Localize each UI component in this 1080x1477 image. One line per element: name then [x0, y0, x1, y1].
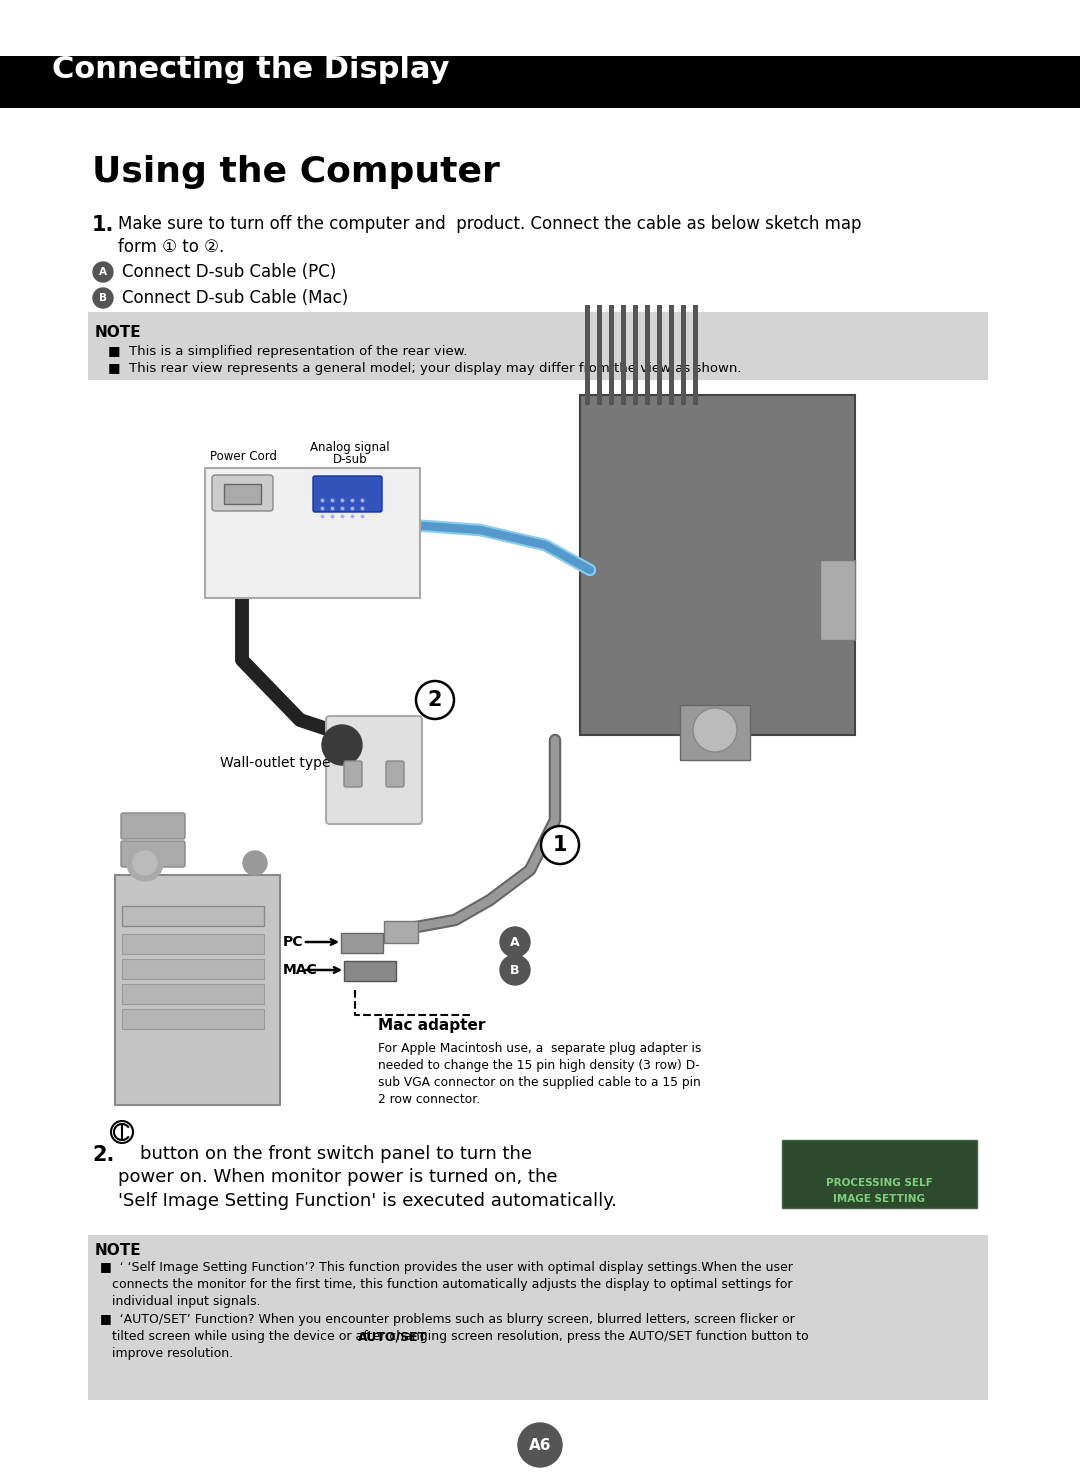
Text: 'Self Image Setting Function' is executed automatically.: 'Self Image Setting Function' is execute…	[118, 1192, 617, 1210]
Text: 2.: 2.	[92, 1145, 114, 1165]
Text: IMAGE SETTING: IMAGE SETTING	[833, 1193, 924, 1204]
Text: B: B	[510, 963, 519, 976]
FancyBboxPatch shape	[0, 56, 1080, 108]
FancyBboxPatch shape	[669, 304, 674, 405]
Circle shape	[541, 826, 579, 864]
Circle shape	[111, 1121, 133, 1143]
Text: button on the front switch panel to turn the: button on the front switch panel to turn…	[140, 1145, 532, 1162]
FancyBboxPatch shape	[386, 761, 404, 787]
Text: PC: PC	[283, 935, 303, 950]
Text: For Apple Macintosh use, a  separate plug adapter is: For Apple Macintosh use, a separate plug…	[378, 1041, 701, 1055]
FancyBboxPatch shape	[384, 922, 418, 942]
FancyBboxPatch shape	[87, 1235, 988, 1400]
Text: A: A	[510, 935, 519, 948]
Text: sub VGA connector on the supplied cable to a 15 pin: sub VGA connector on the supplied cable …	[378, 1077, 701, 1089]
Text: needed to change the 15 pin high density (3 row) D-: needed to change the 15 pin high density…	[378, 1059, 700, 1072]
Text: Connect D-sub Cable (PC): Connect D-sub Cable (PC)	[122, 263, 336, 281]
FancyBboxPatch shape	[657, 304, 662, 405]
FancyBboxPatch shape	[633, 304, 638, 405]
FancyBboxPatch shape	[820, 560, 855, 640]
Text: B: B	[99, 292, 107, 303]
FancyBboxPatch shape	[681, 304, 686, 405]
FancyBboxPatch shape	[345, 761, 362, 787]
Circle shape	[500, 928, 530, 957]
Circle shape	[500, 956, 530, 985]
FancyBboxPatch shape	[341, 933, 383, 953]
Text: 2 row connector.: 2 row connector.	[378, 1093, 481, 1106]
Text: tilted screen while using the device or after changing screen resolution, press : tilted screen while using the device or …	[100, 1329, 809, 1343]
FancyBboxPatch shape	[313, 476, 382, 513]
Text: Make sure to turn off the computer and  product. Connect the cable as below sket: Make sure to turn off the computer and p…	[118, 216, 862, 233]
FancyBboxPatch shape	[121, 812, 185, 839]
Text: ■  ‘AUTO/SET’ Function? When you encounter problems such as blurry screen, blurr: ■ ‘AUTO/SET’ Function? When you encounte…	[100, 1313, 795, 1326]
Text: Wall-outlet type: Wall-outlet type	[220, 756, 330, 770]
Text: A6: A6	[529, 1437, 551, 1452]
Circle shape	[133, 851, 157, 874]
Text: A: A	[99, 267, 107, 278]
Circle shape	[127, 845, 163, 880]
Text: NOTE: NOTE	[95, 1244, 141, 1258]
Text: 1.: 1.	[92, 216, 114, 235]
FancyBboxPatch shape	[114, 874, 280, 1105]
Text: ■  This is a simplified representation of the rear view.: ■ This is a simplified representation of…	[108, 346, 468, 357]
Circle shape	[93, 261, 113, 282]
Text: Connecting the Display: Connecting the Display	[52, 56, 449, 84]
FancyBboxPatch shape	[621, 304, 626, 405]
FancyBboxPatch shape	[122, 933, 264, 954]
Circle shape	[518, 1422, 562, 1467]
Text: connects the monitor for the first time, this function automatically adjusts the: connects the monitor for the first time,…	[100, 1278, 793, 1291]
FancyBboxPatch shape	[122, 905, 264, 926]
Text: NOTE: NOTE	[95, 325, 141, 340]
Circle shape	[243, 851, 267, 874]
FancyBboxPatch shape	[585, 304, 590, 405]
Circle shape	[322, 725, 362, 765]
FancyBboxPatch shape	[680, 705, 750, 761]
Text: form ① to ②.: form ① to ②.	[118, 238, 225, 256]
FancyBboxPatch shape	[326, 716, 422, 824]
Text: individual input signals.: individual input signals.	[100, 1295, 260, 1309]
Text: Connect D-sub Cable (Mac): Connect D-sub Cable (Mac)	[122, 289, 348, 307]
FancyBboxPatch shape	[121, 840, 185, 867]
FancyBboxPatch shape	[580, 394, 855, 736]
FancyBboxPatch shape	[122, 984, 264, 1004]
Text: ■  This rear view represents a general model; your display may differ from the v: ■ This rear view represents a general mo…	[108, 362, 742, 375]
Text: 1: 1	[553, 835, 567, 855]
FancyBboxPatch shape	[597, 304, 602, 405]
FancyBboxPatch shape	[609, 304, 615, 405]
Text: MAC: MAC	[283, 963, 318, 976]
FancyBboxPatch shape	[87, 312, 988, 380]
FancyBboxPatch shape	[224, 484, 261, 504]
Circle shape	[693, 707, 737, 752]
Text: 2: 2	[428, 690, 442, 710]
Text: AUTO/SET: AUTO/SET	[357, 1329, 428, 1343]
Circle shape	[93, 288, 113, 309]
Text: Mac adapter: Mac adapter	[378, 1018, 485, 1032]
FancyBboxPatch shape	[122, 959, 264, 979]
Text: Using the Computer: Using the Computer	[92, 155, 500, 189]
Text: Power Cord: Power Cord	[210, 450, 276, 462]
FancyBboxPatch shape	[122, 1009, 264, 1029]
Text: ■  ‘ ‘Self Image Setting Function’? This function provides the user with optimal: ■ ‘ ‘Self Image Setting Function’? This …	[100, 1261, 793, 1275]
FancyBboxPatch shape	[212, 476, 273, 511]
FancyBboxPatch shape	[205, 468, 420, 598]
FancyBboxPatch shape	[345, 962, 396, 981]
Text: D-sub: D-sub	[333, 453, 367, 467]
Circle shape	[416, 681, 454, 719]
Text: Analog signal: Analog signal	[310, 442, 390, 453]
Text: power on. When monitor power is turned on, the: power on. When monitor power is turned o…	[118, 1168, 557, 1186]
Text: PROCESSING SELF: PROCESSING SELF	[825, 1179, 932, 1188]
FancyBboxPatch shape	[693, 304, 698, 405]
Text: improve resolution.: improve resolution.	[100, 1347, 233, 1360]
FancyBboxPatch shape	[645, 304, 650, 405]
FancyBboxPatch shape	[782, 1140, 977, 1208]
